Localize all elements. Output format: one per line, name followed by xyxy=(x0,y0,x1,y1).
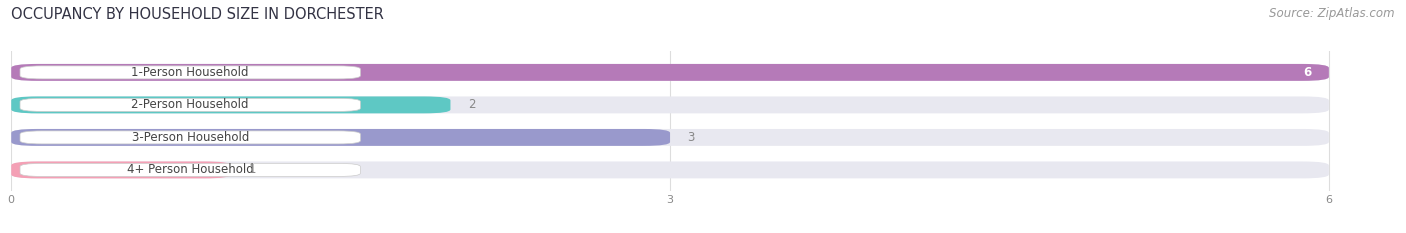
Text: 1: 1 xyxy=(249,163,256,176)
FancyBboxPatch shape xyxy=(11,96,450,113)
FancyBboxPatch shape xyxy=(11,64,1329,81)
FancyBboxPatch shape xyxy=(20,66,360,79)
FancyBboxPatch shape xyxy=(20,163,360,176)
Text: 4+ Person Household: 4+ Person Household xyxy=(127,163,253,176)
FancyBboxPatch shape xyxy=(11,64,1329,81)
FancyBboxPatch shape xyxy=(20,131,360,144)
Text: 1-Person Household: 1-Person Household xyxy=(132,66,249,79)
FancyBboxPatch shape xyxy=(11,161,1329,178)
FancyBboxPatch shape xyxy=(11,129,671,146)
Text: OCCUPANCY BY HOUSEHOLD SIZE IN DORCHESTER: OCCUPANCY BY HOUSEHOLD SIZE IN DORCHESTE… xyxy=(11,7,384,22)
FancyBboxPatch shape xyxy=(20,98,360,111)
Text: 3-Person Household: 3-Person Household xyxy=(132,131,249,144)
Text: Source: ZipAtlas.com: Source: ZipAtlas.com xyxy=(1270,7,1395,20)
FancyBboxPatch shape xyxy=(11,96,1329,113)
FancyBboxPatch shape xyxy=(11,161,231,178)
Text: 2-Person Household: 2-Person Household xyxy=(132,98,249,111)
Text: 6: 6 xyxy=(1303,66,1312,79)
Text: 3: 3 xyxy=(688,131,695,144)
Text: 2: 2 xyxy=(468,98,475,111)
FancyBboxPatch shape xyxy=(11,129,1329,146)
